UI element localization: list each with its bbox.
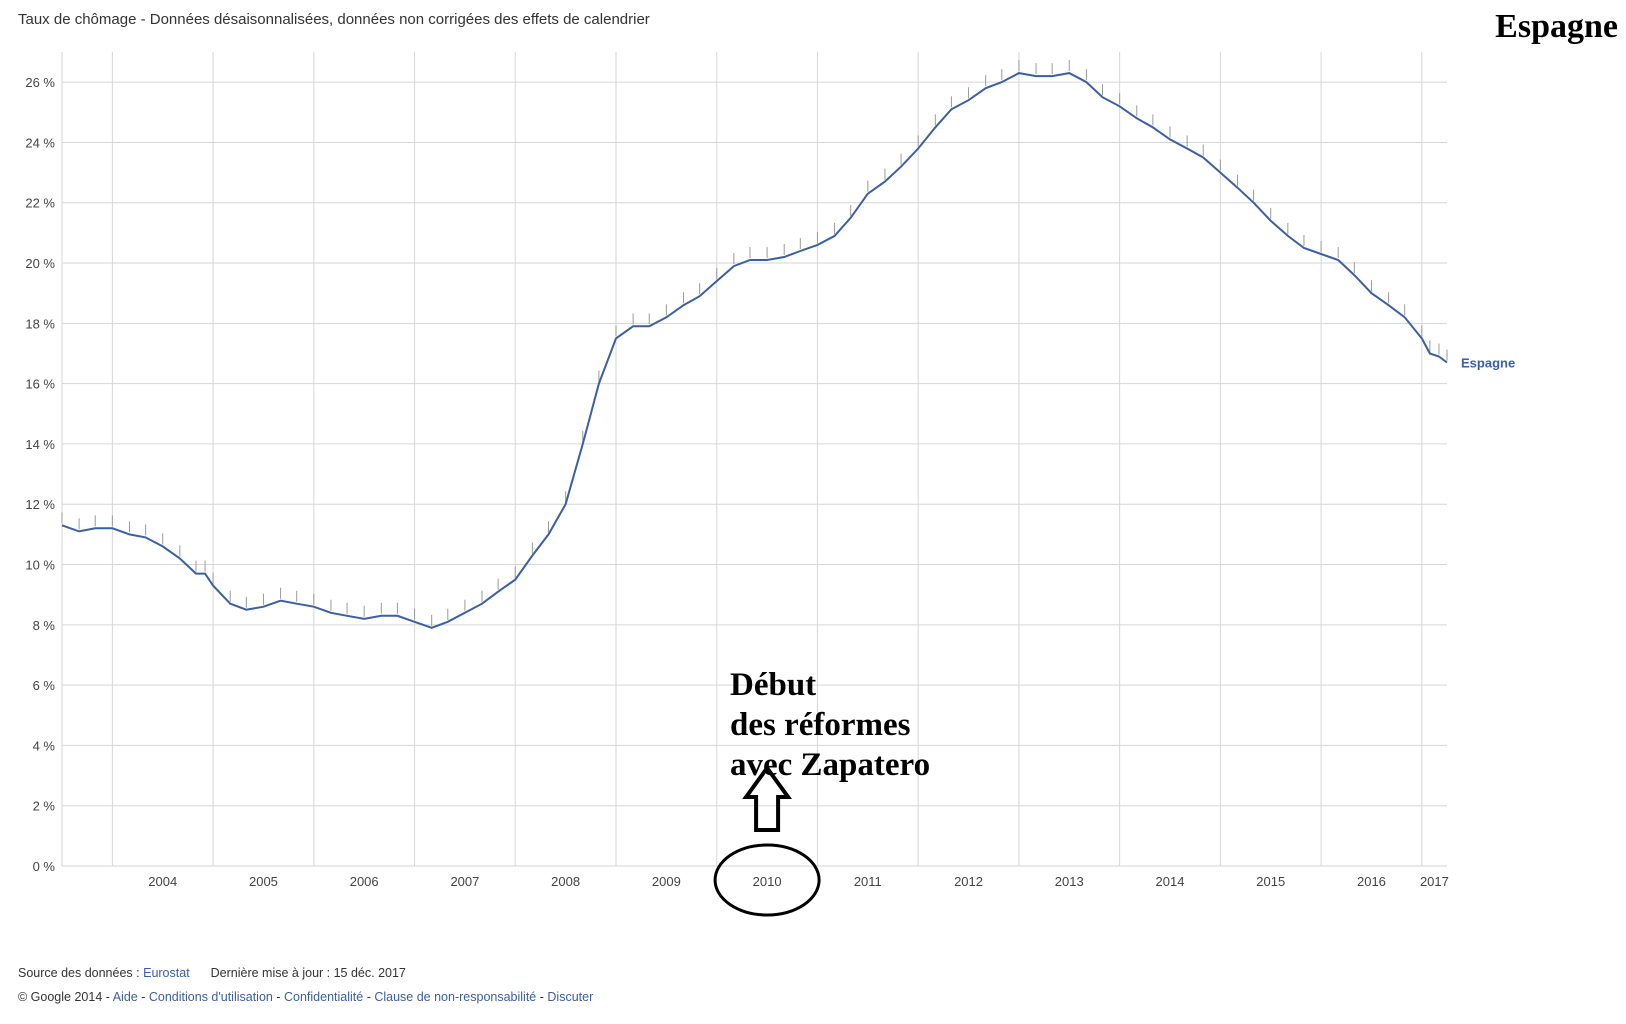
x-tick-label: 2004: [148, 874, 177, 889]
x-tick-label: 2008: [551, 874, 580, 889]
y-tick-label: 0 %: [33, 859, 56, 874]
y-tick-label: 12 %: [25, 497, 55, 512]
y-tick-label: 18 %: [25, 316, 55, 331]
up-arrow-icon: [742, 764, 793, 832]
y-tick-label: 20 %: [25, 256, 55, 271]
y-tick-label: 22 %: [25, 196, 55, 211]
annotation-line-2: des réformes: [730, 707, 911, 743]
discuss-link[interactable]: Discuter: [547, 990, 594, 1004]
y-tick-label: 2 %: [33, 799, 56, 814]
disclaimer-link[interactable]: Clause de non-responsabilité: [374, 990, 537, 1004]
x-tick-label: 2005: [249, 874, 278, 889]
series-layer: [61, 72, 1448, 629]
x-tick-label: 2011: [854, 874, 882, 889]
source-label: Source des données :: [18, 966, 140, 980]
x-axis-ticks: 2004 2005 2006 2007 2008 2009 2010 2011 2012 2013…: [148, 874, 1449, 889]
annotation-line-3: avec Zapatero: [730, 747, 931, 783]
chart-subtitle: Taux de chômage - Données désaisonnalisé…: [18, 11, 650, 28]
y-tick-label: 16 %: [25, 377, 55, 392]
x-tick-label: 2017: [1420, 874, 1449, 889]
x-tick-label: 2009: [652, 874, 681, 889]
help-link[interactable]: Aide: [112, 990, 138, 1004]
copyright-text: © Google 2014 -: [18, 990, 110, 1004]
y-tick-label: 14 %: [25, 437, 55, 452]
y-tick-label: 24 %: [25, 135, 55, 150]
x-tick-label: 2006: [350, 874, 379, 889]
eurostat-link[interactable]: Eurostat: [143, 966, 190, 980]
y-axis-ticks: 0 % 2 % 4 % 6 % 8 % 10 % 12 % 14 % 16 % 18 % 20 % 2…: [25, 75, 55, 874]
terms-link[interactable]: Conditions d'utilisation: [148, 990, 273, 1004]
reform-annotation: Début des réformes avec Zapatero: [730, 665, 930, 785]
y-tick-label: 26 %: [25, 75, 55, 90]
y-tick-label: 8 %: [33, 618, 56, 633]
annotation-arrow-and-circle: [713, 764, 821, 917]
privacy-link[interactable]: Confidentialité: [284, 990, 364, 1004]
x-tick-label: 2016: [1357, 874, 1386, 889]
y-tick-label: 4 %: [33, 738, 56, 753]
x-tick-label: 2010: [753, 874, 782, 889]
source-line: Source des données : Eurostat Dernière m…: [18, 966, 406, 980]
circle-around-year: [713, 843, 821, 917]
country-title: Espagne: [1495, 8, 1618, 45]
y-tick-label: 6 %: [33, 678, 56, 693]
x-tick-label: 2013: [1055, 874, 1084, 889]
x-tick-label: 2015: [1256, 874, 1285, 889]
series-labels: Espagne: [1461, 356, 1515, 371]
grid-lines: [61, 52, 1447, 867]
update-text: Dernière mise à jour : 15 déc. 2017: [210, 966, 406, 980]
series-line-espagne: [61, 72, 1448, 629]
x-tick-label: 2014: [1156, 874, 1185, 889]
error-bars: [61, 60, 1448, 626]
copyright-line: © Google 2014 - Aide - Conditions d'util…: [18, 990, 594, 1004]
x-tick-label: 2007: [450, 874, 479, 889]
annotation-line-1: Début: [730, 667, 817, 703]
series-label-espagne: Espagne: [1461, 356, 1515, 371]
y-tick-label: 10 %: [25, 558, 55, 573]
x-tick-label: 2012: [954, 874, 983, 889]
